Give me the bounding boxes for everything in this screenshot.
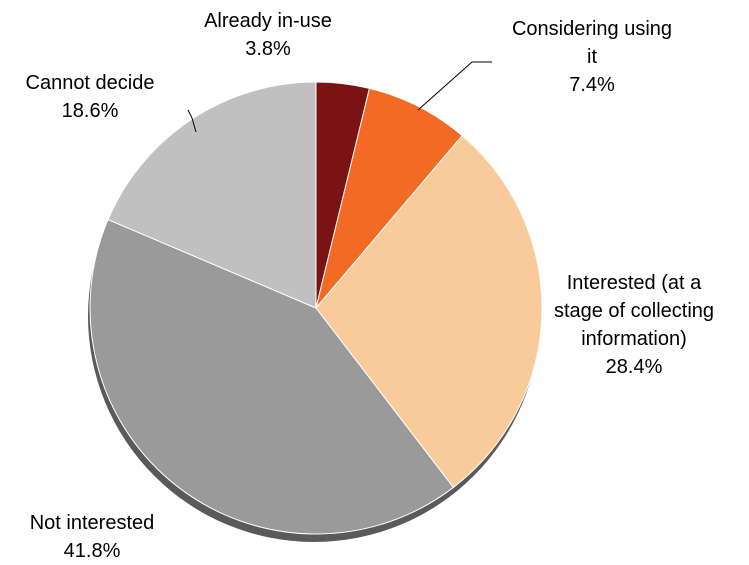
slice-name-line: stage of collecting bbox=[554, 300, 714, 322]
leader-line-cannot-decide bbox=[187, 109, 197, 133]
slice-value-label: 41.8% bbox=[64, 540, 121, 562]
slice-name-line: it bbox=[587, 46, 597, 68]
slice-name-line: Cannot decide bbox=[26, 72, 155, 94]
pie-slice-considering-using bbox=[315, 87, 463, 309]
slice-name-line: Considering using bbox=[512, 18, 672, 40]
pie-slice-not-interested bbox=[89, 218, 455, 535]
slice-label-already-in-use: Already in-use 3.8% bbox=[204, 10, 332, 60]
slice-name-line: Interested (at a bbox=[567, 272, 702, 294]
leader-line-considering bbox=[417, 61, 492, 111]
slice-value-label: 3.8% bbox=[245, 38, 291, 60]
pie-slice-interested bbox=[315, 134, 543, 489]
slice-label-considering-using: Considering using it 7.4% bbox=[512, 18, 672, 96]
pie-slice-cannot-decide bbox=[107, 81, 317, 309]
slice-label-not-interested: Not interested 41.8% bbox=[30, 512, 155, 562]
pie-slices bbox=[89, 81, 543, 535]
slice-value-label: 18.6% bbox=[62, 100, 119, 122]
pie-labels: Already in-use 3.8% Considering using it 7.4… bbox=[26, 10, 715, 562]
leader-lines bbox=[187, 61, 492, 133]
slice-name-line: Not interested bbox=[30, 512, 155, 534]
slice-value-label: 28.4% bbox=[606, 356, 663, 378]
slice-name-line: information) bbox=[581, 328, 687, 350]
slice-label-interested: Interested (at a stage of collecting infor… bbox=[554, 272, 714, 378]
slice-value-label: 7.4% bbox=[569, 74, 615, 96]
slice-label-cannot-decide: Cannot decide 18.6% bbox=[26, 72, 155, 122]
slice-name-line: Already in-use bbox=[204, 10, 332, 32]
